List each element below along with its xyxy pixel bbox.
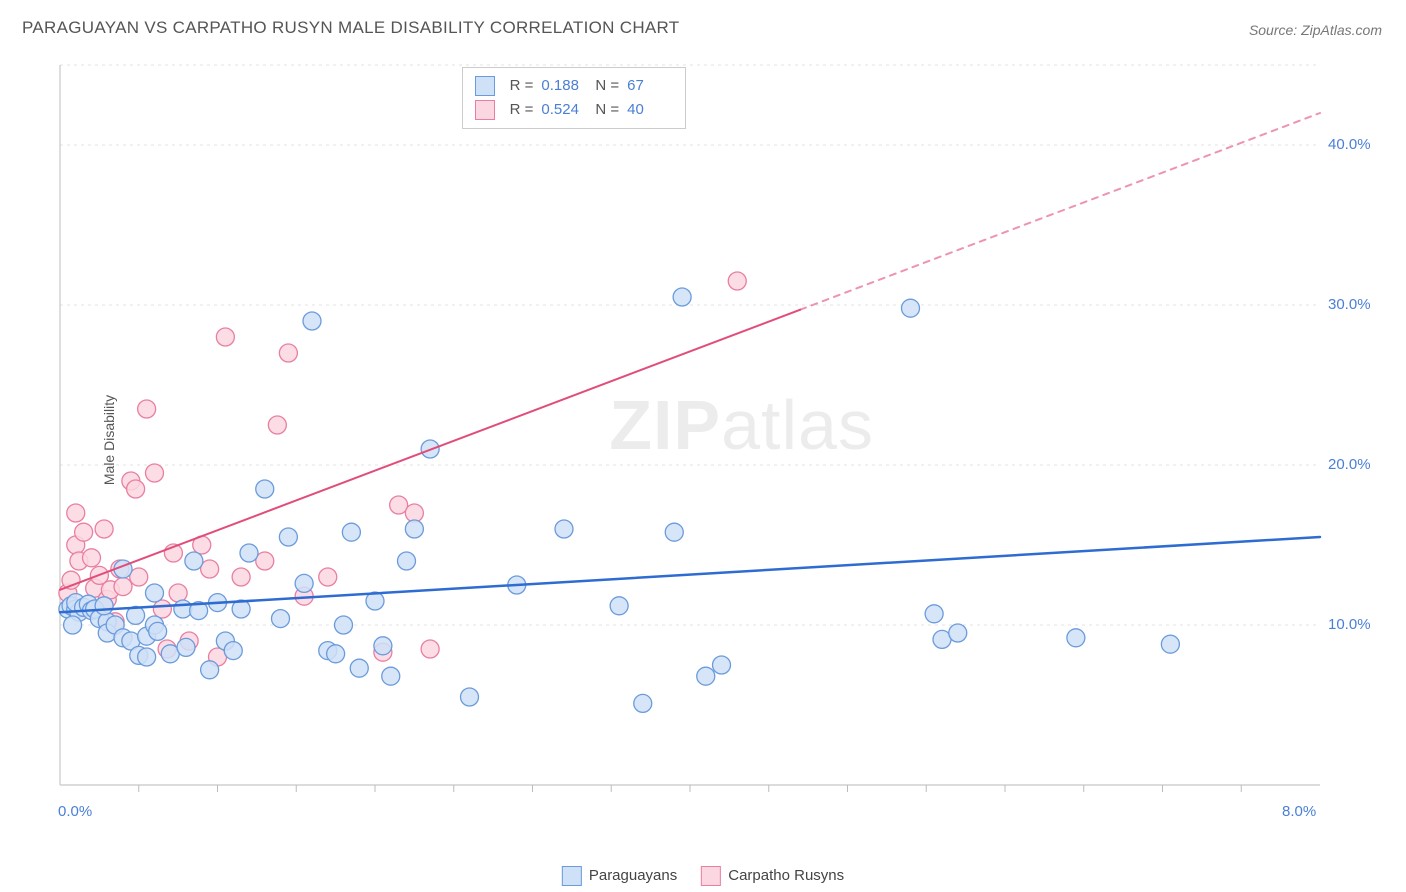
r-value: 0.188 <box>541 74 587 98</box>
bottom-legend: Paraguayans Carpatho Rusyns <box>562 866 844 886</box>
n-label: N = <box>595 74 619 98</box>
y-axis-label: Male Disability <box>101 395 117 485</box>
r-label: R = <box>510 98 534 122</box>
stat-row: R = 0.524 N = 40 <box>475 98 674 122</box>
y-tick-label: 40.0% <box>1328 136 1371 153</box>
chart-svg <box>50 55 1380 825</box>
legend-swatch <box>475 76 495 96</box>
y-tick-label: 20.0% <box>1328 456 1371 473</box>
legend-item: Paraguayans <box>562 866 677 886</box>
legend-swatch <box>562 866 582 886</box>
n-value: 40 <box>627 98 673 122</box>
y-tick-label: 30.0% <box>1328 296 1371 313</box>
legend-swatch <box>475 100 495 120</box>
x-origin-label: 0.0% <box>58 803 92 820</box>
legend-label: Carpatho Rusyns <box>728 867 844 884</box>
chart-container: PARAGUAYAN VS CARPATHO RUSYN MALE DISABI… <box>0 0 1406 892</box>
x-max-label: 8.0% <box>1282 803 1316 820</box>
n-label: N = <box>595 98 619 122</box>
legend-item: Carpatho Rusyns <box>701 866 844 886</box>
r-label: R = <box>510 74 534 98</box>
chart-title: PARAGUAYAN VS CARPATHO RUSYN MALE DISABI… <box>22 18 680 38</box>
legend-label: Paraguayans <box>589 867 677 884</box>
correlation-stat-box: R = 0.188 N = 67 R = 0.524 N = 40 <box>462 67 687 129</box>
n-value: 67 <box>627 74 673 98</box>
r-value: 0.524 <box>541 98 587 122</box>
legend-swatch <box>701 866 721 886</box>
source-label: Source: ZipAtlas.com <box>1249 22 1382 38</box>
stat-row: R = 0.188 N = 67 <box>475 74 674 98</box>
plot-area: ZIPatlas Male Disability R =0.188N =67R … <box>50 55 1380 825</box>
y-tick-label: 10.0% <box>1328 616 1371 633</box>
